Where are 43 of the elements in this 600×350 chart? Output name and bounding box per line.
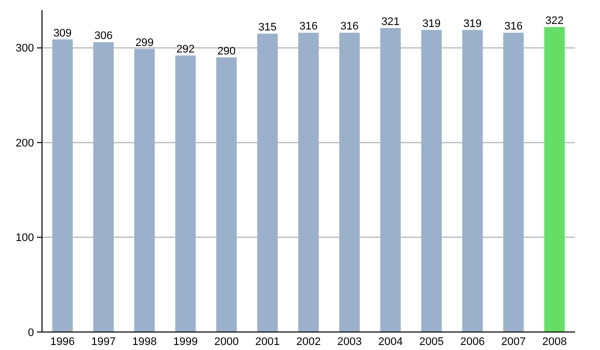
- x-tick-label: 1999: [173, 336, 198, 348]
- data-label: 319: [463, 18, 482, 30]
- x-tick-label: 1996: [50, 336, 75, 348]
- x-tick-label: 2000: [214, 336, 239, 348]
- bar: [134, 48, 155, 332]
- x-tick-label: 2002: [296, 336, 321, 348]
- bar: [298, 32, 319, 332]
- x-tick-label: 2005: [419, 336, 444, 348]
- x-tick-label: 2004: [378, 336, 403, 348]
- x-tick-label: 2001: [255, 336, 280, 348]
- x-tick-label: 1997: [91, 336, 116, 348]
- x-tick-label: 2007: [501, 336, 526, 348]
- data-label: 299: [135, 36, 154, 49]
- data-label: 315: [258, 22, 277, 34]
- data-label: 306: [94, 30, 113, 42]
- data-label: 309: [53, 27, 72, 40]
- data-label: 316: [504, 20, 523, 33]
- y-tick-label: 300: [16, 42, 34, 55]
- y-tick-label: 200: [16, 137, 34, 150]
- x-tick-label: 1998: [132, 336, 157, 348]
- bar: [544, 27, 565, 332]
- y-tick-label: 100: [16, 232, 34, 244]
- data-label: 322: [545, 15, 564, 28]
- bar: [257, 34, 278, 332]
- data-label: 316: [299, 20, 318, 33]
- x-tick-label: 2003: [337, 336, 362, 348]
- bar: [380, 28, 401, 332]
- data-label: 292: [176, 43, 195, 56]
- bar: [216, 57, 237, 332]
- x-tick-label: 2008: [542, 336, 567, 348]
- x-tick-label: 2006: [460, 336, 485, 348]
- bar: [421, 30, 442, 332]
- bar: [503, 32, 524, 332]
- bar: [52, 39, 73, 332]
- data-label: 319: [422, 18, 441, 30]
- y-tick-label: 0: [28, 326, 34, 339]
- bar: [93, 42, 114, 332]
- bar: [339, 32, 360, 332]
- bar: [175, 55, 196, 332]
- data-label: 321: [381, 16, 400, 28]
- bar: [462, 30, 483, 332]
- data-label: 290: [217, 45, 236, 58]
- data-label: 316: [340, 20, 359, 33]
